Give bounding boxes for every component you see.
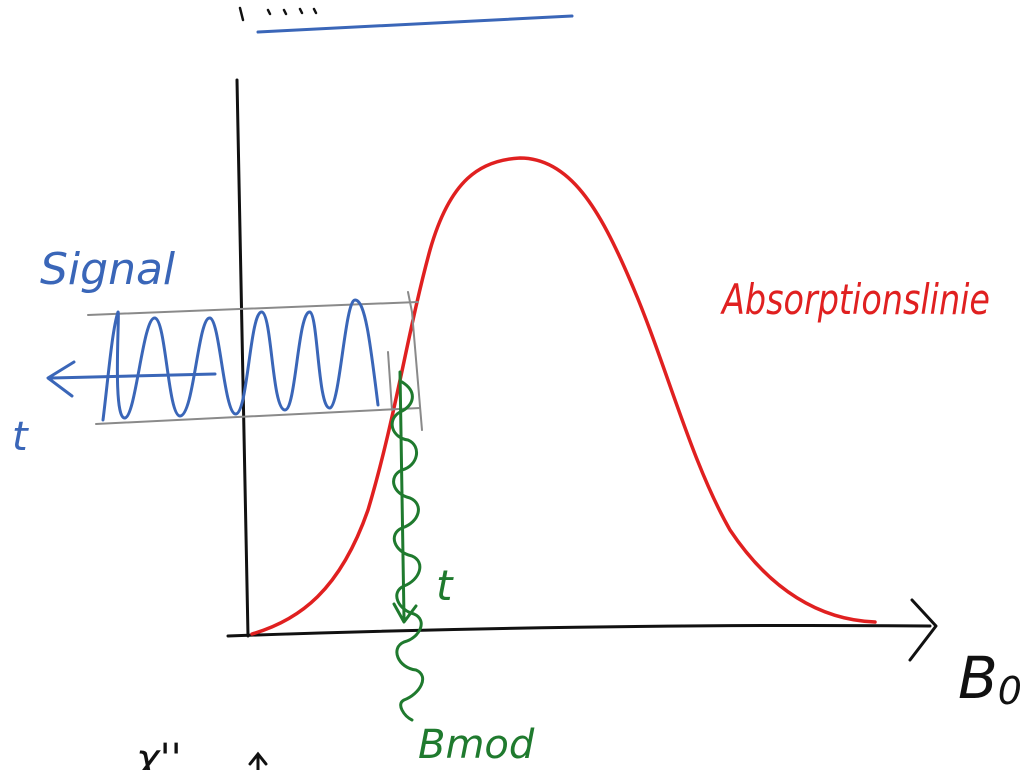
- x-axis: [226, 623, 932, 638]
- x-axis-arrowhead: [908, 598, 938, 662]
- top-blue-stroke: [256, 14, 574, 34]
- signal-time-arrowhead: [46, 360, 76, 398]
- bottom-partial-label: χ'': [134, 736, 182, 770]
- signal-wave: [101, 298, 380, 422]
- guide-lines: [87, 291, 423, 431]
- field-axis-label: B0: [958, 644, 1022, 713]
- field-axis-subscript: 0: [998, 669, 1022, 713]
- y-axis: [235, 78, 250, 638]
- modulation-label: Bmod: [418, 722, 535, 768]
- modulation-time-label: t: [436, 561, 454, 610]
- absorption-line-label: Absorptionslinie: [720, 275, 990, 324]
- absorption-curve: [250, 156, 877, 636]
- signal-time-label: t: [12, 414, 29, 460]
- top-partial-scribble: [238, 6, 318, 22]
- field-axis-symbol: B: [958, 644, 998, 712]
- modulation-time-arrowhead: [392, 602, 418, 624]
- bottom-partial-arrow: [248, 751, 268, 770]
- modulation-wave: [390, 380, 425, 722]
- signal-time-arrow: [50, 372, 217, 380]
- signal-label: Signal: [40, 244, 176, 295]
